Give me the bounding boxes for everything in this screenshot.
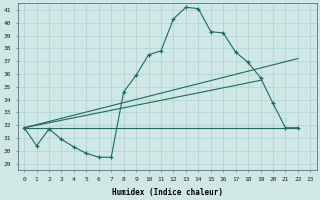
X-axis label: Humidex (Indice chaleur): Humidex (Indice chaleur) <box>112 188 223 197</box>
